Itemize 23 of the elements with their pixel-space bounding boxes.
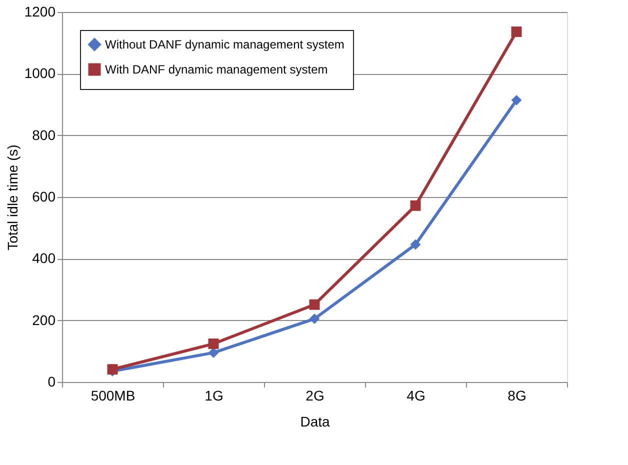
point bbox=[309, 314, 320, 324]
point bbox=[208, 338, 219, 350]
legend-label: Without DANF dynamic management system bbox=[105, 38, 344, 52]
point bbox=[410, 200, 421, 211]
point bbox=[410, 239, 421, 250]
x-tick-label: 500MB bbox=[90, 388, 136, 404]
point bbox=[309, 299, 320, 310]
x-axis-title: Data bbox=[300, 414, 330, 430]
y-tick-label: 400 bbox=[32, 250, 56, 266]
x-tick-label: 1G bbox=[204, 388, 224, 404]
point bbox=[511, 26, 522, 37]
y-tick-label: 200 bbox=[32, 312, 56, 328]
y-tick-label: 800 bbox=[32, 126, 56, 143]
x-tick-label: 2G bbox=[306, 388, 324, 404]
y-tick-label: 600 bbox=[32, 188, 56, 204]
y-tick-label: 1200 bbox=[24, 4, 56, 20]
legend-label: With DANF dynamic management system bbox=[105, 62, 328, 76]
y-tick-label: 0 bbox=[48, 374, 56, 390]
x-tick-label: 4G bbox=[406, 388, 426, 404]
y-tick-label: 1000 bbox=[24, 65, 56, 82]
y-axis-title: Total idle time (s) bbox=[4, 144, 20, 250]
x-tick-label: 8G bbox=[508, 388, 526, 404]
point bbox=[511, 94, 522, 106]
